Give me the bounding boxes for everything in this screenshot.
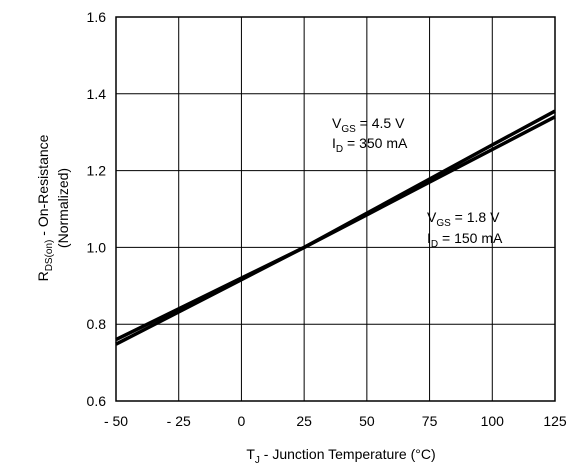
x-tick-labels: - 50 - 25 0 25 50 75 100 125 [104,413,567,429]
annotation-1-vgs: VGS = 4.5 V [332,115,405,135]
y-tick-label: 1.6 [87,9,107,25]
annotation-2-id: ID = 150 mA [427,230,503,250]
x-tick-label: 50 [359,413,375,429]
y-tick-label: 1.2 [87,163,107,179]
plot-frame [115,16,556,402]
series-line-2 [115,109,556,346]
x-tick-label: - 50 [104,413,128,429]
y-axis-title: RDS(on) - On-Resistance (Normalized) [35,134,71,281]
annotation-vgs-1-8: VGS = 1.8 V ID = 150 mA [427,209,503,250]
series-lines [115,109,556,346]
y-axis-title-line1: RDS(on) - On-Resistance [35,134,55,281]
y-tick-label: 1.0 [87,239,107,255]
annotation-2-vgs: VGS = 1.8 V [427,209,500,229]
y-tick-label: 0.6 [87,393,107,409]
y-axis-title-line2: (Normalized) [55,168,71,248]
x-axis-title: TJ - Junction Temperature (°C) [246,446,435,466]
y-tick-label: 0.8 [87,316,107,332]
y-tick-labels: 0.6 0.8 1.0 1.2 1.4 1.6 [87,9,107,409]
x-tick-label: 25 [296,413,312,429]
x-tick-label: 125 [543,413,567,429]
annotation-vgs-4-5: VGS = 4.5 V ID = 350 mA [332,115,408,155]
x-tick-label: 100 [481,413,505,429]
y-tick-label: 1.4 [87,86,107,102]
annotation-1-id: ID = 350 mA [332,135,408,155]
x-tick-label: 75 [422,413,438,429]
x-tick-label: 0 [238,413,246,429]
x-tick-label: - 25 [167,413,191,429]
